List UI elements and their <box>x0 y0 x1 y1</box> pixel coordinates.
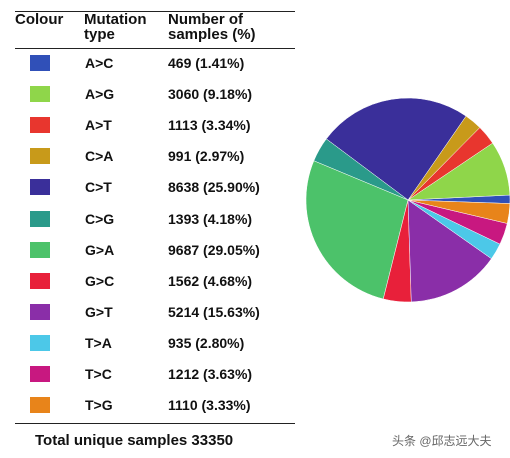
colour-swatch <box>30 117 50 134</box>
table-rule <box>15 11 295 12</box>
pie-slice <box>325 97 467 201</box>
colour-swatch <box>30 397 50 414</box>
mutation-type: C>G <box>85 210 115 227</box>
table-rule <box>15 48 295 49</box>
sample-count: 469 (1.41%) <box>168 55 245 71</box>
colour-swatch <box>30 272 50 289</box>
sample-count: 9687 (29.05%) <box>168 241 260 258</box>
watermark: 头条 @邱志远大夫 <box>392 434 492 448</box>
table-footer: Total unique samples 33350 <box>35 432 234 449</box>
mutation-type: T>G <box>85 397 113 414</box>
header-cell: Colour <box>15 11 64 28</box>
table-rule <box>15 423 295 424</box>
header-cell: Mutation type <box>84 11 147 43</box>
header-cell: Number of samples (%) <box>168 11 256 43</box>
colour-swatch <box>30 55 50 71</box>
sample-count: 1110 (3.33%) <box>168 397 251 414</box>
mutation-type: G>C <box>85 272 115 289</box>
sample-count: 3060 (9.18%) <box>168 86 253 103</box>
mutation-type: A>G <box>85 86 115 103</box>
colour-swatch <box>30 334 50 351</box>
sample-count: 8638 (25.90%) <box>168 179 260 196</box>
sample-count: 935 (2.80%) <box>168 334 245 351</box>
mutation-type: A>T <box>85 117 112 134</box>
mutation-type: A>C <box>85 55 114 71</box>
pie-slice <box>407 199 492 303</box>
colour-swatch <box>30 148 50 165</box>
colour-swatch <box>30 303 50 320</box>
sample-count: 1113 (3.34%) <box>168 117 251 134</box>
sample-count: 5214 (15.63%) <box>168 303 260 320</box>
mutation-type: G>T <box>85 303 113 320</box>
sample-count: 1562 (4.68%) <box>168 272 253 289</box>
sample-count: 1212 (3.63%) <box>168 366 253 382</box>
mutation-type: T>A <box>85 334 112 351</box>
mutation-type: C>A <box>85 148 114 165</box>
colour-swatch <box>30 210 50 227</box>
pie-slice <box>305 160 409 300</box>
colour-swatch <box>30 86 50 103</box>
colour-swatch <box>30 241 50 258</box>
sample-count: 991 (2.97%) <box>168 148 245 165</box>
mutation-type: G>A <box>85 241 115 258</box>
pie-chart <box>305 97 510 303</box>
sample-count: 1393 (4.18%) <box>168 210 253 227</box>
colour-swatch <box>30 179 50 196</box>
mutation-type: T>C <box>85 366 112 382</box>
mutation-type: C>T <box>85 179 112 196</box>
colour-swatch <box>30 366 50 382</box>
